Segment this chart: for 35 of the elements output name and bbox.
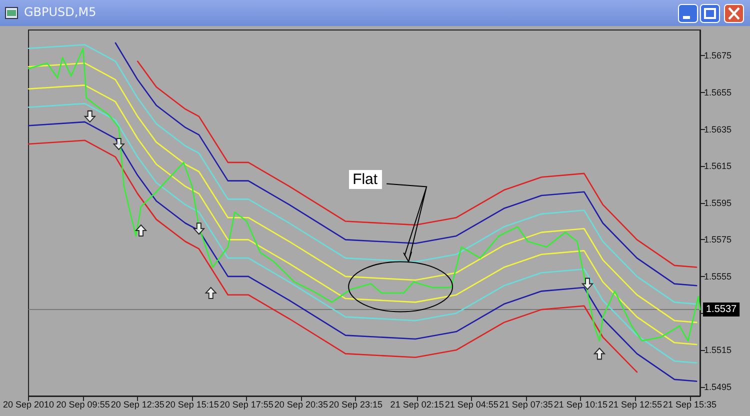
point: [136, 224, 147, 236]
point: [594, 348, 605, 360]
y-tick-label: 1.5675: [704, 50, 732, 61]
annotation: Flat: [348, 170, 382, 189]
x-tick-label: 21 Sep 10:15: [554, 400, 608, 410]
point: [113, 138, 124, 150]
x-tick-label: 20 Sep 12:35: [110, 400, 164, 410]
y-tick-label: 1.5575: [704, 234, 732, 245]
x-tick-label: 20 Sep 2010: [3, 400, 54, 410]
y-tick-label: 1.5635: [704, 124, 732, 134]
x-tick-label: 20 Sep 17:55: [220, 400, 274, 410]
point: [582, 278, 594, 290]
point: [205, 287, 216, 300]
line-series: [114, 42, 698, 286]
x-tick-label: 20 Sep 23:15: [328, 400, 383, 410]
x-tick-label: 20 Sep 20:35: [274, 400, 328, 410]
x-tick-label: 20 Sep 09:55: [56, 400, 110, 410]
y-tick-label: 1.5515: [704, 345, 732, 356]
y-tick-label: 1.5615: [704, 161, 732, 172]
y-tick-label: 1.5655: [704, 88, 732, 98]
x-tick-label: 21 Sep 02:15: [390, 400, 444, 410]
line-series: [28, 140, 638, 373]
chart-title: GBPUSD,M5: [24, 5, 96, 19]
y-tick-label: 1.5595: [704, 198, 732, 208]
x-tick-label: 21 Sep 04:55: [444, 400, 498, 410]
x-tick-label: 21 Sep 07:35: [499, 400, 553, 410]
y-tick-label: 1.5495: [704, 382, 732, 392]
x-tick-label: 20 Sep 15:15: [165, 400, 219, 410]
ref-line-label: 1.5537: [706, 304, 738, 316]
x-tick-label: 21 Sep 15:35: [662, 400, 717, 410]
point: [193, 222, 204, 235]
line-series: [136, 60, 698, 268]
y-tick-label: 1.5555: [704, 271, 732, 282]
x-tick-label: 21 Sep 12:55: [608, 400, 662, 410]
point: [84, 110, 96, 122]
